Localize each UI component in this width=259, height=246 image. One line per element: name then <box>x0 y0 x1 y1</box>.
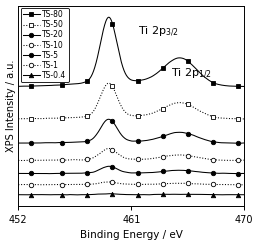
Y-axis label: XPS Intensity / a.u.: XPS Intensity / a.u. <box>5 60 16 152</box>
X-axis label: Binding Energy / eV: Binding Energy / eV <box>80 231 183 240</box>
Text: Ti 2p$_{3/2}$: Ti 2p$_{3/2}$ <box>138 25 179 39</box>
Text: Ti 2p$_{1/2}$: Ti 2p$_{1/2}$ <box>171 66 213 80</box>
Legend: TS-80, TS-50, TS-20, TS-10, TS-5, TS-1, TS-0.4: TS-80, TS-50, TS-20, TS-10, TS-5, TS-1, … <box>21 8 69 82</box>
